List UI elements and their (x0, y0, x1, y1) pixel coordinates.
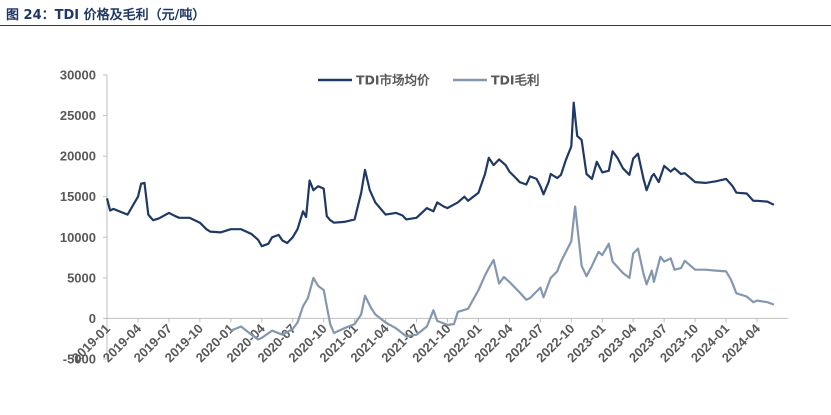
chart-legend: TDI市场均价 TDI毛利 (318, 73, 540, 88)
margin-series-line (230, 205, 775, 341)
y-tick-label: 15000 (60, 189, 96, 204)
y-tick-label: 20000 (60, 149, 96, 164)
figure-caption: 图 24：TDI 价格及毛利（元/吨） (6, 8, 206, 23)
legend-label: TDI市场均价 (356, 73, 430, 88)
y-tick-label: 5000 (67, 270, 96, 285)
chart-series (105, 101, 775, 341)
chart-axes: 300002500020000150001000050000-50002019-… (60, 68, 788, 367)
caption-divider (0, 25, 831, 26)
y-tick-label: 10000 (60, 230, 96, 245)
y-tick-label: 25000 (60, 108, 96, 123)
y-tick-label: -5000 (63, 352, 96, 367)
y-tick-label: 0 (89, 311, 96, 326)
y-tick-label: 30000 (60, 68, 96, 83)
legend-label: TDI毛利 (491, 73, 540, 88)
price-series-line (105, 101, 775, 248)
